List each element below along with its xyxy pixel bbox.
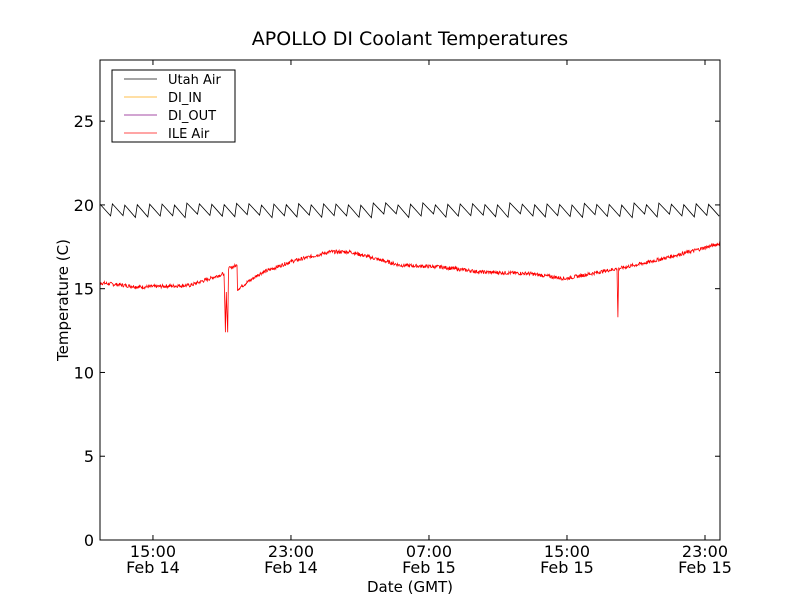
x-tick-date: Feb 14 [264, 558, 318, 577]
legend-label: Utah Air [168, 73, 221, 88]
x-tick-date: Feb 15 [678, 558, 732, 577]
legend-label: ILE Air [168, 127, 210, 142]
y-tick-label: 5 [84, 447, 94, 466]
y-tick-label: 10 [74, 363, 94, 382]
x-axis-label: Date (GMT) [367, 578, 453, 596]
y-axis: 0 5 10 15 20 25 [74, 112, 720, 550]
legend-label: DI_IN [168, 91, 202, 106]
y-axis-label: Temperature (C) [54, 239, 72, 362]
y-tick-label: 0 [84, 531, 94, 550]
x-tick-time: 23:00 [682, 542, 728, 561]
x-tick-time: 07:00 [406, 542, 452, 561]
chart-title: APOLLO DI Coolant Temperatures [252, 28, 568, 50]
legend: Utah Air DI_IN DI_OUT ILE Air [111, 69, 236, 143]
y-tick-label: 20 [74, 196, 94, 215]
x-tick-date: Feb 15 [540, 558, 594, 577]
legend-label: DI_OUT [168, 109, 216, 124]
axes-frame [99, 59, 721, 541]
series-line-utah-air [99, 202, 720, 219]
x-tick-time: 15:00 [544, 542, 590, 561]
y-tick-label: 15 [74, 280, 94, 299]
x-tick-date: Feb 15 [402, 558, 456, 577]
y-tick-label: 25 [74, 112, 94, 131]
x-tick-date: Feb 14 [126, 558, 180, 577]
series-line-ile-air [99, 240, 721, 333]
x-tick-time: 23:00 [268, 542, 314, 561]
x-tick-time: 15:00 [130, 542, 176, 561]
plot-area [99, 202, 721, 333]
legend-box [111, 69, 236, 143]
